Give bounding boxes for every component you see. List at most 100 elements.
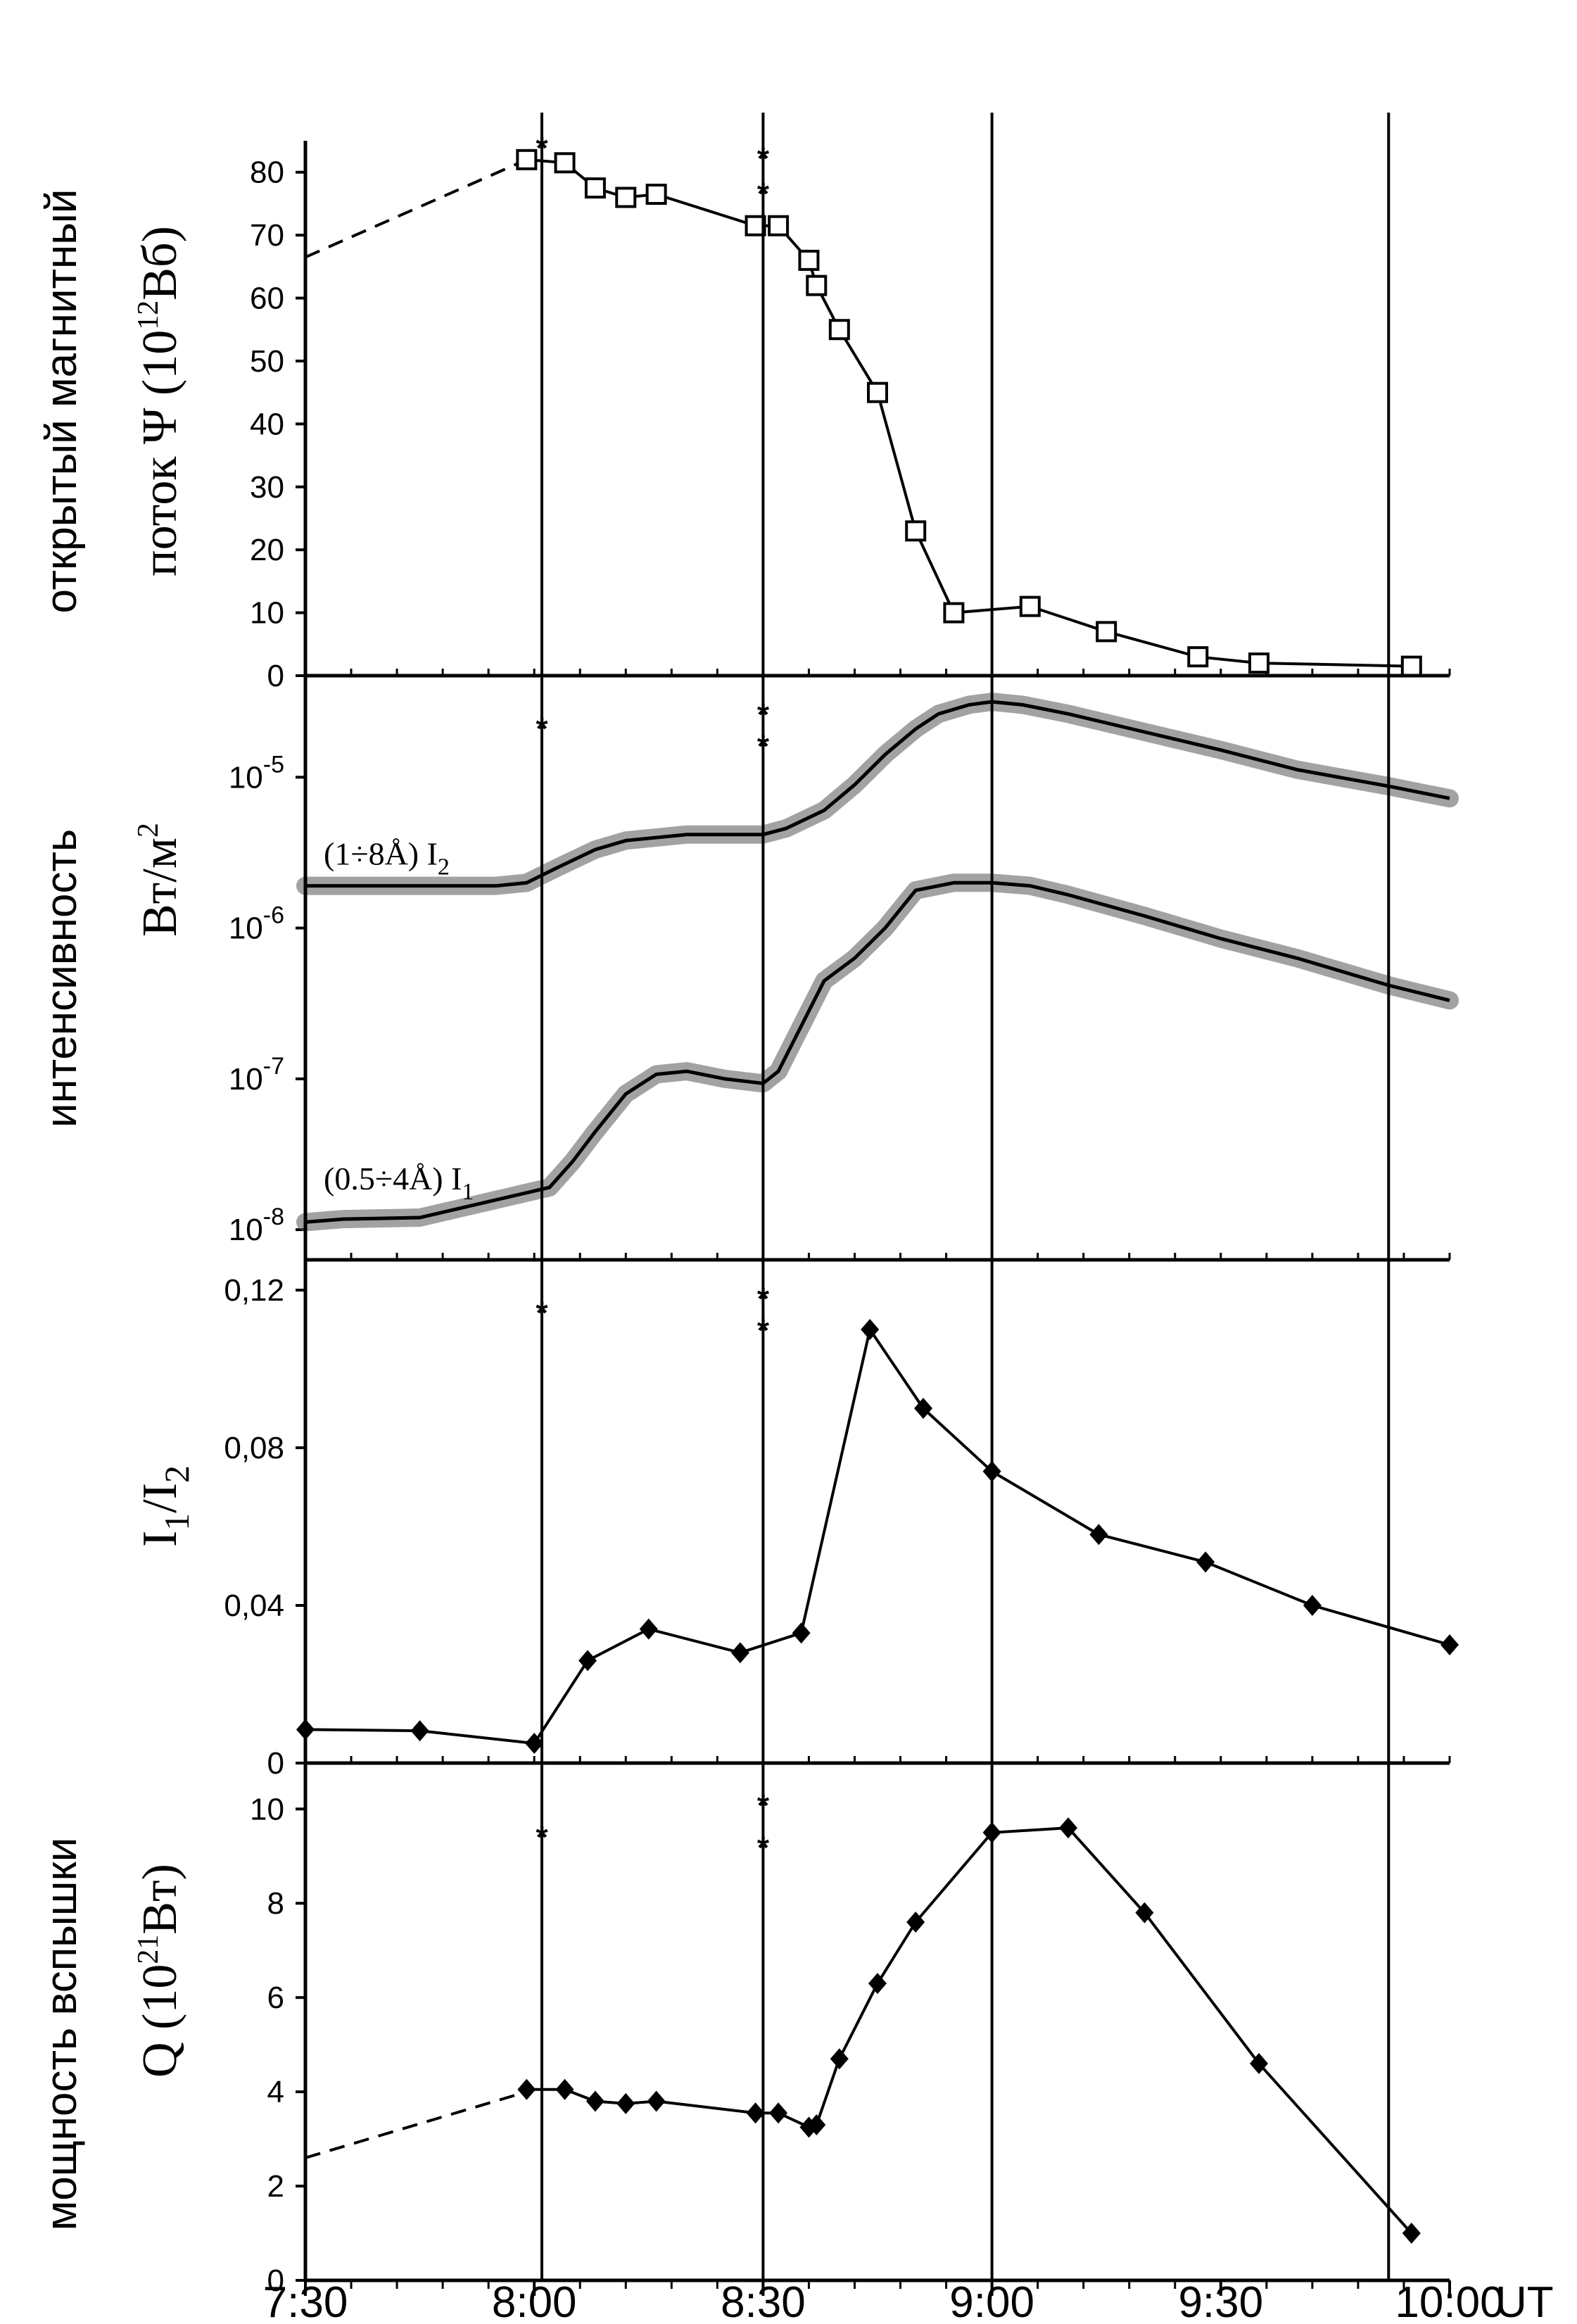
data-point <box>730 1642 749 1664</box>
data-point <box>645 184 667 205</box>
data-point <box>585 2090 604 2112</box>
data-point <box>584 177 606 199</box>
series-label-I1: (0.5÷4Å) I1 <box>324 1161 474 1205</box>
power-ylabel-line2: Q (1021Вт) <box>132 1864 187 2078</box>
label-part: (1÷8Å) I <box>324 836 438 872</box>
data-point <box>1089 1524 1108 1546</box>
y-tick-label: 80 <box>250 156 284 190</box>
series-line-I2 <box>305 700 1450 888</box>
y-tick-label: 0 <box>267 659 284 693</box>
label-part: /I <box>133 1483 187 1513</box>
data-point <box>769 2102 788 2124</box>
data-point <box>1096 621 1117 643</box>
y-tick-label: 0,08 <box>224 1431 284 1465</box>
y-tick-label: 10 <box>250 596 284 631</box>
label-part: Вт) <box>133 1864 187 1935</box>
label-part: Вб) <box>133 226 187 301</box>
label-part: (0.5÷4Å) I <box>324 1161 462 1196</box>
label-part: I <box>133 1531 187 1547</box>
label-part: 10 <box>229 760 263 795</box>
data-point <box>1440 1634 1459 1655</box>
data-point <box>830 2048 849 2070</box>
data-point <box>1019 595 1041 617</box>
data-point <box>1402 2223 1421 2244</box>
y-tick-label: 2 <box>267 2169 284 2204</box>
data-point <box>1059 1817 1077 1839</box>
series-halo-I2 <box>296 693 1459 895</box>
label-part: 10 <box>229 1213 263 1247</box>
data-point <box>828 319 850 341</box>
flux-ylabel-line1: открытый магнитный <box>37 189 86 614</box>
label-part: Вт/м <box>133 838 187 937</box>
y-tick-label: 50 <box>250 344 284 379</box>
data-point <box>768 215 790 236</box>
data-point <box>516 149 538 170</box>
y-tick-label: 10-6 <box>229 902 284 946</box>
y-tick-label: 0 <box>267 1746 284 1781</box>
y-tick-label: 4 <box>267 2075 284 2109</box>
data-point <box>746 2102 765 2124</box>
data-point <box>555 2078 574 2100</box>
label-part: -5 <box>263 751 284 778</box>
data-point <box>647 2090 666 2112</box>
label-part: поток Ψ (10 <box>133 330 187 576</box>
y-tick-label: 0,04 <box>224 1589 284 1623</box>
intensity-ylabel-line1: интенсивность <box>37 829 86 1128</box>
label-part: 12 <box>132 301 165 330</box>
data-point <box>578 1650 597 1672</box>
ratio-series-line <box>305 1326 1450 1745</box>
series-label-I2: (1÷8Å) I2 <box>324 836 450 880</box>
flux-series-line <box>526 158 1412 668</box>
intensity-panel: 10-810-710-610-5(1÷8Å) I2(0.5÷4Å) I1***и… <box>37 693 1459 1260</box>
data-point <box>806 274 828 296</box>
y-tick-label: 8 <box>267 1886 284 1921</box>
data-point <box>745 215 766 236</box>
y-tick-label: 10 <box>250 1792 284 1826</box>
series-line-I1 <box>305 880 1450 1224</box>
label-part: 10 <box>229 1062 263 1097</box>
label-part: 2 <box>157 1465 196 1483</box>
data-point <box>1400 655 1422 677</box>
data-point <box>943 602 965 624</box>
data-point <box>554 152 576 174</box>
y-tick-label: 10-7 <box>229 1053 284 1097</box>
label-part: 10 <box>229 911 263 946</box>
label-part: -7 <box>263 1053 284 1080</box>
label-part: 1 <box>157 1513 196 1531</box>
data-point <box>905 520 927 542</box>
y-tick-label: 20 <box>250 533 284 567</box>
y-tick-label: 10-8 <box>229 1204 284 1247</box>
data-point <box>525 1733 544 1754</box>
x-unit-label: UT <box>1495 2278 1554 2324</box>
data-point <box>798 249 820 271</box>
data-point <box>639 1618 658 1640</box>
intensity-ylabel-line2: Вт/м2 <box>132 823 187 937</box>
y-tick-label: 0,12 <box>224 1273 284 1308</box>
label-part: Q (10 <box>133 1964 187 2078</box>
data-point <box>1248 652 1269 674</box>
data-point <box>807 2114 826 2135</box>
ratio-ylabel: I1/I2 <box>133 1465 196 1547</box>
data-point <box>906 1912 925 1933</box>
dashed-extrapolation <box>305 2090 527 2159</box>
data-point <box>868 1973 887 1995</box>
y-tick-label: 0 <box>267 2263 284 2298</box>
data-point <box>1187 646 1209 668</box>
label-part: 2 <box>132 823 165 838</box>
data-point <box>410 1720 429 1742</box>
label-part: 2 <box>438 854 450 880</box>
label-part: -8 <box>263 1204 284 1230</box>
power-ylabel-line1: мощность вспышки <box>37 1838 86 2231</box>
data-point <box>1135 1902 1154 1924</box>
data-point <box>517 2078 536 2100</box>
y-tick-label: 30 <box>250 470 284 505</box>
y-tick-label: 60 <box>250 282 284 316</box>
label-part: 1 <box>462 1179 474 1205</box>
data-point <box>616 2092 635 2114</box>
power-series-line <box>526 1826 1413 2235</box>
data-point <box>914 1398 933 1419</box>
label-part: -6 <box>263 902 284 929</box>
